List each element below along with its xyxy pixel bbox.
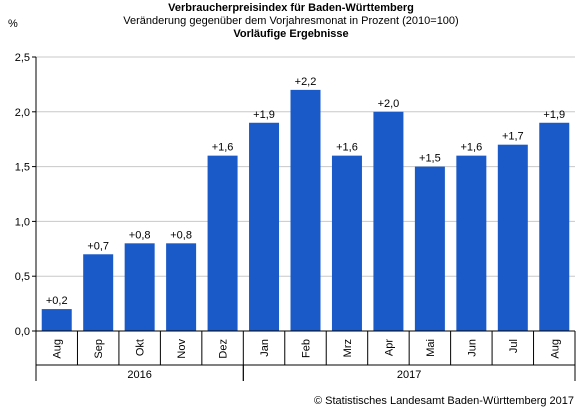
bar bbox=[290, 89, 321, 331]
chart-subtitle: Veränderung gegenüber dem Vorjahresmonat… bbox=[123, 15, 459, 27]
y-tick-label: 1,5 bbox=[15, 162, 30, 174]
bar-value-label: +1,5 bbox=[419, 153, 441, 165]
y-axis-unit: % bbox=[8, 18, 18, 30]
bar bbox=[207, 155, 238, 331]
bar-value-label: +1,6 bbox=[212, 142, 234, 154]
y-tick-label: 0,5 bbox=[15, 271, 30, 283]
x-tick-label: Feb bbox=[301, 339, 313, 358]
x-tick-label: Jun bbox=[466, 339, 478, 357]
bar bbox=[83, 254, 114, 331]
bar-value-label: +2,2 bbox=[295, 76, 317, 88]
bar bbox=[497, 144, 528, 331]
bar-value-label: +1,9 bbox=[543, 109, 565, 121]
y-tick-label: 2,0 bbox=[15, 107, 30, 119]
copyright-notice: © Statistisches Landesamt Baden-Württemb… bbox=[313, 395, 574, 407]
year-group-label: 2016 bbox=[127, 369, 151, 381]
bar bbox=[166, 243, 197, 331]
chart-title: Verbraucherpreisindex für Baden-Württemb… bbox=[168, 2, 414, 14]
x-tick-label: Mrz bbox=[342, 339, 354, 357]
x-tick-label: Apr bbox=[383, 339, 395, 356]
bar bbox=[41, 309, 72, 331]
bar-value-label: +1,9 bbox=[253, 109, 275, 121]
chart-title-block: Verbraucherpreisindex für Baden-Württemb… bbox=[0, 2, 582, 41]
x-tick-label: Dez bbox=[218, 339, 230, 359]
y-tick-label: 1,0 bbox=[15, 216, 30, 228]
bar bbox=[249, 122, 280, 331]
y-tick-label: 2,5 bbox=[15, 52, 30, 64]
bar-value-label: +0,2 bbox=[46, 295, 68, 307]
x-tick-label: Okt bbox=[135, 339, 147, 356]
bar-value-label: +1,7 bbox=[502, 131, 524, 143]
bar-value-label: +2,0 bbox=[378, 98, 400, 110]
bar bbox=[373, 111, 404, 331]
bar bbox=[331, 155, 362, 331]
bar-value-label: +0,8 bbox=[170, 229, 192, 241]
bar-value-label: +1,6 bbox=[336, 142, 358, 154]
x-tick-label: Aug bbox=[52, 339, 64, 359]
x-tick-label: Aug bbox=[549, 339, 561, 359]
bar bbox=[539, 122, 570, 331]
bar-value-label: +0,8 bbox=[129, 229, 151, 241]
bar bbox=[414, 166, 445, 331]
x-tick-label: Mai bbox=[425, 339, 437, 357]
x-tick-label: Nov bbox=[176, 339, 188, 359]
x-tick-label: Jul bbox=[508, 339, 520, 353]
bar bbox=[456, 155, 487, 331]
bar bbox=[124, 243, 155, 331]
bar-value-label: +0,7 bbox=[87, 240, 109, 252]
y-tick-label: 0,0 bbox=[15, 326, 30, 338]
x-tick-label: Jan bbox=[259, 339, 271, 357]
x-tick-label: Sep bbox=[93, 339, 105, 359]
bar-value-label: +1,6 bbox=[460, 142, 482, 154]
chart-subtitle-2: Vorläufige Ergebnisse bbox=[233, 28, 349, 40]
year-group-label: 2017 bbox=[397, 369, 421, 381]
